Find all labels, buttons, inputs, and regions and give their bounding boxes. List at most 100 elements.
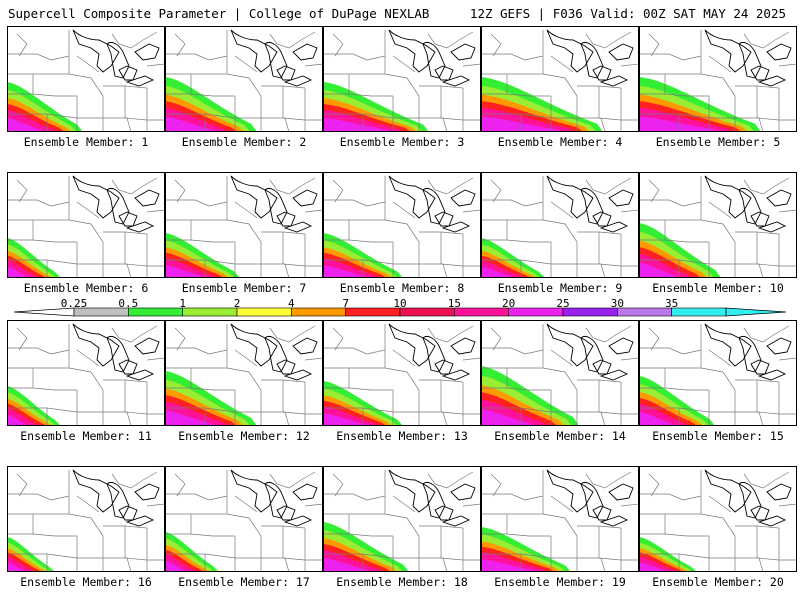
state-border (323, 407, 443, 413)
lake-outline (757, 515, 787, 527)
state-border (600, 117, 606, 132)
state-border (284, 117, 290, 132)
lake-outline (118, 359, 138, 375)
state-border (774, 471, 790, 481)
lake-outline (422, 187, 446, 225)
state-border (68, 73, 104, 132)
state-border (639, 533, 709, 537)
scp-contour (7, 266, 33, 278)
member-label: Ensemble Member: 20 (652, 575, 784, 589)
state-border (524, 201, 544, 207)
legend-tick-label: 4 (288, 297, 295, 310)
state-border (284, 263, 290, 278)
state-border (616, 325, 632, 335)
lake-outline (118, 211, 138, 227)
state-border (7, 493, 52, 501)
member-label: Ensemble Member: 9 (497, 281, 623, 295)
map-panel (481, 172, 639, 278)
ensemble-panel: Ensemble Member: 9 (481, 172, 639, 304)
state-border (323, 347, 368, 355)
state-border (76, 495, 100, 513)
state-border (126, 117, 132, 132)
state-border (226, 367, 262, 426)
ensemble-panel: Ensemble Member: 3 (323, 26, 481, 158)
lake-outline (134, 43, 160, 61)
lake-outline (546, 175, 594, 219)
map-panel (481, 26, 639, 132)
lake-outline (388, 469, 436, 513)
scp-contour (639, 412, 679, 426)
state-border (332, 327, 344, 351)
member-label: Ensemble Member: 6 (23, 281, 149, 295)
state-border (300, 471, 316, 481)
state-border (490, 473, 502, 497)
state-border (639, 113, 759, 119)
lake-outline (592, 505, 612, 521)
lake-outline (106, 335, 130, 373)
lake-outline (441, 75, 471, 87)
state-border (111, 179, 144, 195)
state-border (743, 327, 776, 343)
state-border (7, 347, 52, 355)
state-border (542, 367, 578, 426)
state-border (585, 327, 618, 343)
member-label: Ensemble Member: 14 (494, 429, 626, 443)
state-border (682, 201, 702, 207)
map-panel (7, 172, 165, 278)
state-border (111, 473, 144, 489)
lake-outline (106, 481, 130, 519)
lake-outline (388, 323, 436, 367)
state-border (174, 473, 186, 497)
lake-outline (72, 323, 120, 367)
lake-outline (608, 483, 634, 501)
lake-outline (434, 211, 454, 227)
scp-contour (165, 116, 218, 132)
state-border (481, 113, 601, 119)
state-border (165, 533, 235, 537)
state-border (366, 349, 386, 355)
state-border (462, 209, 481, 213)
member-label: Ensemble Member: 2 (181, 135, 307, 149)
lake-outline (450, 337, 476, 355)
ensemble-panel: Ensemble Member: 2 (165, 26, 323, 158)
lake-outline (276, 65, 296, 81)
state-border (7, 93, 77, 97)
state-border (481, 239, 551, 243)
lake-outline (264, 41, 288, 79)
legend-tick-labels: 0.25 0.5 1 2 4 7 10 15 20 25 30 35 (0, 297, 800, 310)
state-border (76, 349, 100, 367)
state-border (778, 503, 797, 507)
scp-contour (639, 562, 672, 572)
member-label: Ensemble Member: 13 (336, 429, 468, 443)
state-border (16, 473, 28, 497)
state-border (165, 493, 210, 501)
state-border (542, 73, 578, 132)
member-label: Ensemble Member: 7 (181, 281, 307, 295)
lake-outline (230, 469, 278, 513)
legend-swatch (617, 307, 672, 317)
state-border (490, 33, 502, 57)
state-border (16, 327, 28, 351)
lake-outline (72, 175, 120, 219)
state-border (208, 201, 228, 207)
ensemble-panel: Ensemble Member: 12 (165, 320, 323, 452)
map-panel (481, 320, 639, 426)
legend-tick-label: 25 (556, 297, 570, 310)
state-border (323, 493, 368, 501)
state-border (269, 179, 302, 195)
state-border (427, 179, 460, 195)
map-panel (165, 172, 323, 278)
lake-outline (738, 41, 762, 79)
lake-outline (118, 505, 138, 521)
lake-outline (738, 187, 762, 225)
state-border (524, 349, 544, 355)
member-label: Ensemble Member: 19 (494, 575, 626, 589)
state-border (392, 201, 416, 219)
state-border (648, 179, 660, 203)
lake-outline (106, 187, 130, 225)
state-border (758, 263, 764, 278)
state-border (146, 503, 165, 507)
scp-contour (165, 560, 191, 572)
lake-outline (766, 483, 792, 501)
state-border (758, 557, 764, 572)
